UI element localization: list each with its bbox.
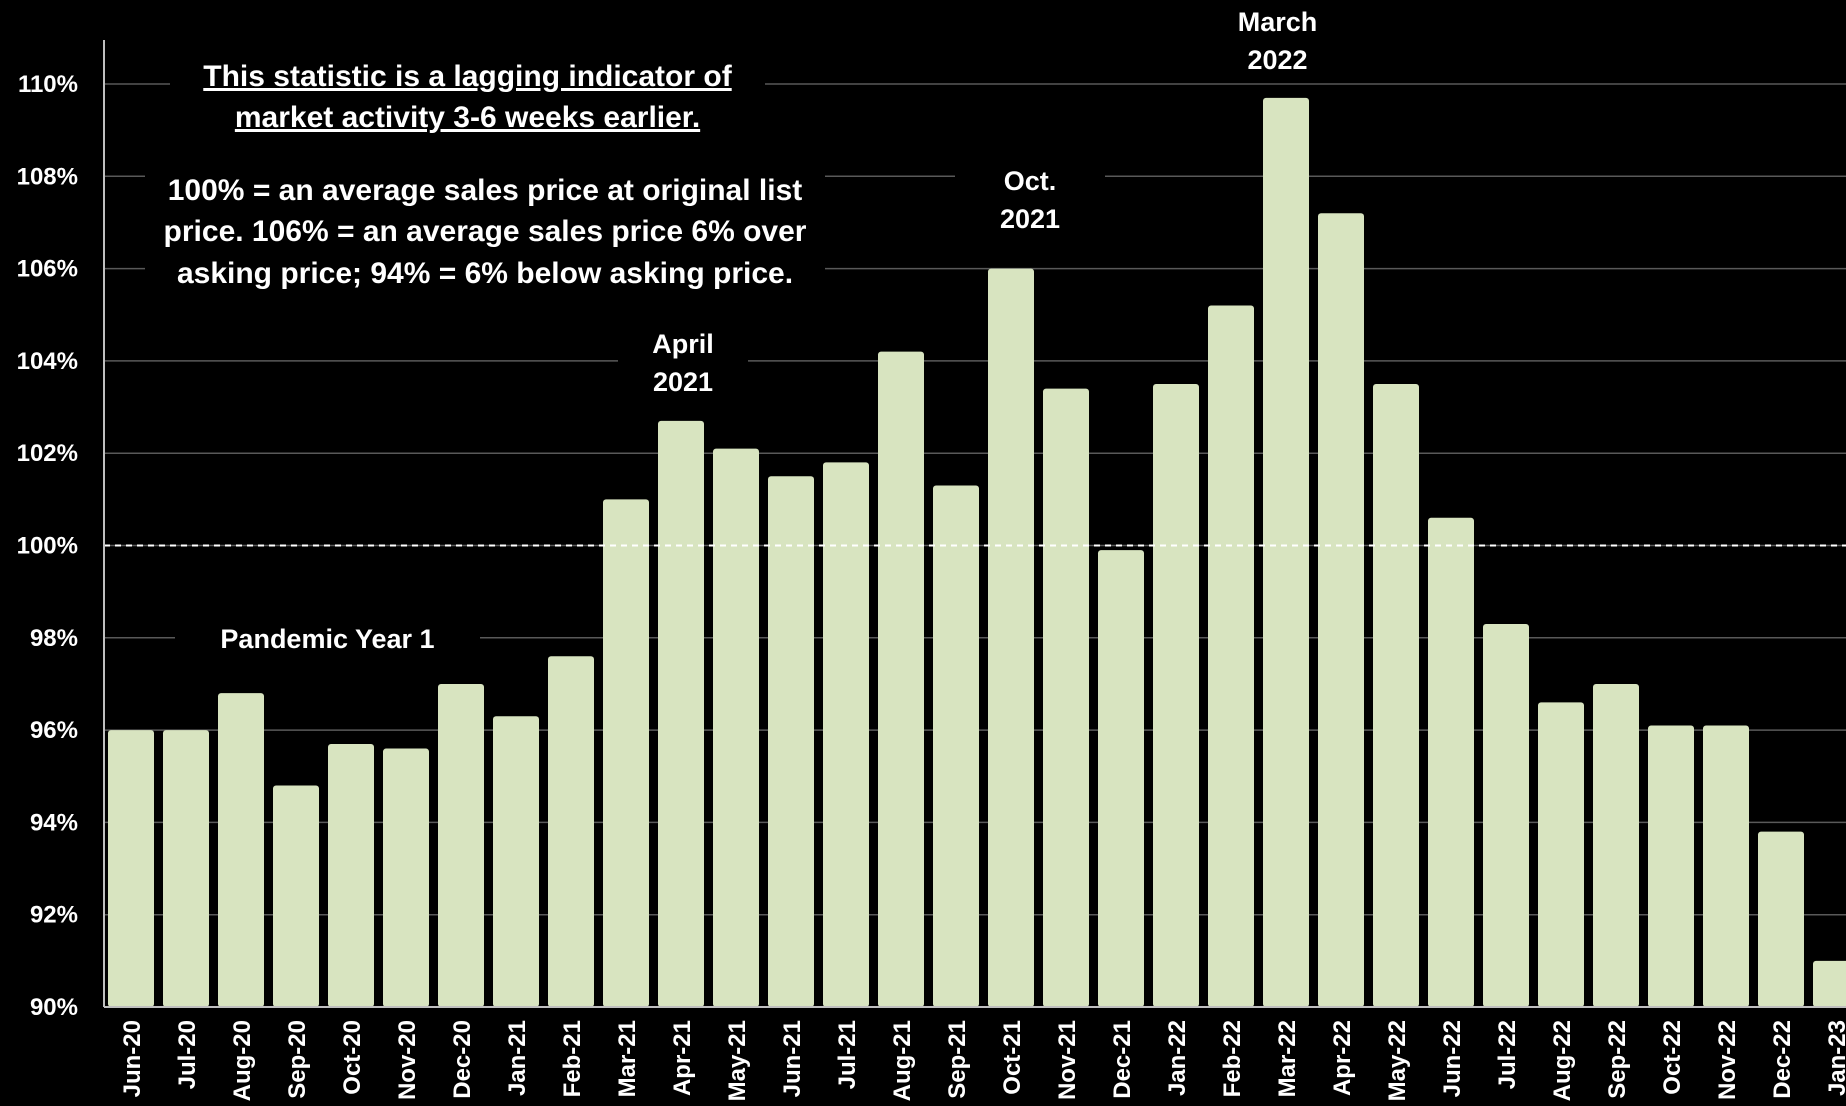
bar-Sep-20 xyxy=(273,785,319,1007)
x-tick-label: Feb-22 xyxy=(1219,1020,1246,1097)
x-tick-label: Mar-21 xyxy=(614,1020,641,1097)
x-tick-label: Jan-22 xyxy=(1164,1020,1191,1096)
lagging-indicator-note: This statistic is a lagging indicator of… xyxy=(170,56,765,139)
bar-May-21 xyxy=(713,448,759,1008)
x-tick-label: Jul-22 xyxy=(1494,1020,1521,1089)
x-tick-label: Mar-22 xyxy=(1274,1020,1301,1097)
x-tick-label: Dec-20 xyxy=(449,1020,476,1099)
y-tick-label: 94% xyxy=(30,809,78,836)
y-tick-label: 108% xyxy=(17,163,78,190)
y-tick-label: 104% xyxy=(17,348,78,375)
bar-Mar-22 xyxy=(1263,97,1309,1008)
bar-Jul-20 xyxy=(163,730,209,1007)
annotation-oct-2021: Oct. 2021 xyxy=(955,163,1105,239)
bar-Jan-21 xyxy=(493,716,539,1007)
x-tick-label: Jan-21 xyxy=(504,1020,531,1096)
bar-Jul-22 xyxy=(1483,623,1529,1007)
bar-Nov-21 xyxy=(1043,388,1089,1008)
y-tick-label: 106% xyxy=(17,256,78,283)
bar-Jul-21 xyxy=(823,462,869,1007)
annotation-march-2022: March 2022 xyxy=(1210,4,1345,80)
x-tick-label: Jul-20 xyxy=(174,1020,201,1089)
bars xyxy=(108,97,1846,1008)
bar-Mar-21 xyxy=(603,499,649,1007)
x-tick-label: Jun-20 xyxy=(119,1020,146,1097)
percentage-explanation-note: 100% = an average sales price at origina… xyxy=(145,170,825,295)
y-tick-label: 102% xyxy=(17,440,78,467)
x-tick-label: Sep-21 xyxy=(944,1020,971,1099)
bar-Dec-21 xyxy=(1098,550,1144,1007)
y-tick-label: 96% xyxy=(30,717,78,744)
bar-Jun-21 xyxy=(768,476,814,1007)
x-tick-label: Dec-22 xyxy=(1769,1020,1796,1099)
bar-Jun-20 xyxy=(108,730,154,1007)
x-tick-label: Apr-21 xyxy=(669,1020,696,1096)
bar-Apr-22 xyxy=(1318,213,1364,1008)
bar-Oct-21 xyxy=(988,268,1034,1008)
x-tick-label: Jul-21 xyxy=(834,1020,861,1089)
bar-Dec-22 xyxy=(1758,831,1804,1007)
annotation-pandemic-year-1: Pandemic Year 1 xyxy=(175,621,480,659)
bar-Oct-20 xyxy=(328,743,374,1007)
bar-Apr-21 xyxy=(658,420,704,1007)
bar-Sep-22 xyxy=(1593,683,1639,1007)
bar-Aug-21 xyxy=(878,351,924,1007)
bar-Feb-22 xyxy=(1208,305,1254,1007)
bar-Nov-22 xyxy=(1703,725,1749,1007)
y-axis-ticks: 90% 92% 94% 96% 98% 100% 102% 104% 106% 108% 110% xyxy=(17,71,78,1021)
x-tick-label: Oct-21 xyxy=(999,1020,1026,1095)
x-tick-label: Oct-20 xyxy=(339,1020,366,1095)
x-tick-label: May-21 xyxy=(724,1020,751,1101)
bar-May-22 xyxy=(1373,383,1419,1008)
y-tick-label: 100% xyxy=(17,533,78,560)
bar-Aug-22 xyxy=(1538,702,1584,1007)
x-tick-label: Sep-20 xyxy=(284,1020,311,1099)
bar-Feb-21 xyxy=(548,656,594,1007)
x-tick-label: Nov-22 xyxy=(1714,1020,1741,1100)
x-tick-label: Sep-22 xyxy=(1604,1020,1631,1099)
x-tick-label: May-22 xyxy=(1384,1020,1411,1101)
x-tick-label: Jan-23 xyxy=(1824,1020,1846,1096)
x-tick-label: Nov-20 xyxy=(394,1020,421,1100)
bar-Sep-21 xyxy=(933,485,979,1007)
y-tick-label: 110% xyxy=(18,71,78,98)
x-tick-label: Aug-20 xyxy=(229,1020,256,1101)
bar-Nov-20 xyxy=(383,748,429,1007)
annotation-april-2021: April 2021 xyxy=(618,326,748,402)
bar-Jan-23 xyxy=(1813,960,1846,1007)
x-tick-label: Aug-21 xyxy=(889,1020,916,1101)
bar-Dec-20 xyxy=(438,683,484,1007)
x-tick-label: Dec-21 xyxy=(1109,1020,1136,1099)
x-axis-ticks: Jun-20 Jul-20 Aug-20 Sep-20 Oct-20 Nov-20 Dec-… xyxy=(119,1020,1846,1101)
bar-Jun-22 xyxy=(1428,517,1474,1007)
bar-Oct-22 xyxy=(1648,725,1694,1007)
y-tick-label: 92% xyxy=(30,902,78,929)
x-tick-label: Feb-21 xyxy=(559,1020,586,1097)
x-tick-label: Oct-22 xyxy=(1659,1020,1686,1095)
x-tick-label: Apr-22 xyxy=(1329,1020,1356,1096)
x-tick-label: Nov-21 xyxy=(1054,1020,1081,1100)
x-tick-label: Jun-22 xyxy=(1439,1020,1466,1097)
y-tick-label: 98% xyxy=(30,625,78,652)
x-tick-label: Aug-22 xyxy=(1549,1020,1576,1101)
bar-Aug-20 xyxy=(218,693,264,1007)
y-tick-label: 90% xyxy=(30,994,78,1021)
x-tick-label: Jun-21 xyxy=(779,1020,806,1097)
bar-Jan-22 xyxy=(1153,383,1199,1008)
